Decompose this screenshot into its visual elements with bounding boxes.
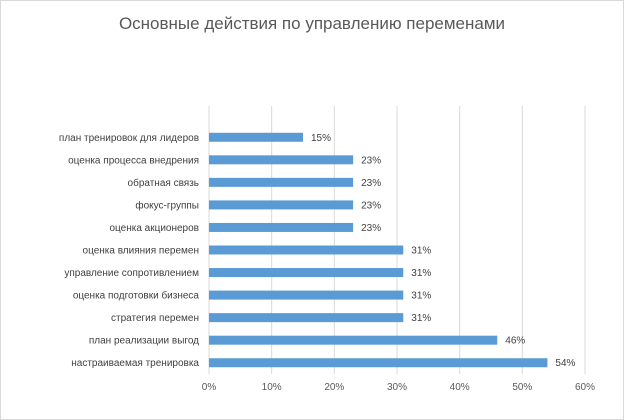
- category-label: стратегия перемен: [111, 313, 199, 324]
- category-label: настраиваемая тренировка: [71, 358, 199, 369]
- data-label: 31%: [411, 291, 431, 302]
- x-tick-label: 10%: [262, 382, 282, 393]
- category-label: управление сопротивлением: [64, 268, 199, 279]
- category-label: оценка подготовки бизнеса: [73, 290, 200, 302]
- bar: [209, 358, 548, 368]
- category-label: фокус-группы: [135, 199, 199, 211]
- bar: [209, 290, 404, 300]
- data-label: 54%: [555, 358, 575, 369]
- data-label: 23%: [361, 200, 381, 211]
- bar: [209, 313, 404, 323]
- data-label: 23%: [361, 178, 381, 189]
- bar: [209, 335, 498, 345]
- bar: [209, 222, 354, 232]
- x-tick-label: 30%: [387, 382, 407, 393]
- category-label: обратная связь: [128, 177, 199, 189]
- x-tick-label: 20%: [324, 382, 344, 393]
- chart-title: Основные действия по управлению перемена…: [118, 14, 506, 33]
- x-tick-label: 40%: [450, 382, 470, 393]
- category-label: оценка акционеров: [109, 223, 199, 234]
- category-label: план тренировок для лидеров: [59, 133, 199, 144]
- bar: [209, 268, 404, 278]
- bar: [209, 155, 354, 165]
- bar: [209, 177, 354, 187]
- x-tick-label: 60%: [575, 382, 595, 393]
- bar: [209, 245, 404, 255]
- gridlines: [208, 106, 586, 374]
- data-label: 15%: [311, 133, 331, 144]
- x-tick-label: 50%: [512, 382, 532, 393]
- bar: [209, 200, 354, 210]
- category-label: оценка влияния перемен: [83, 246, 199, 257]
- data-label: 31%: [411, 268, 431, 279]
- labels: 0% 10% 20% 30% 40% 50% 60% план тренировок для …: [59, 133, 595, 393]
- data-label: 23%: [361, 155, 381, 166]
- data-label: 23%: [361, 223, 381, 234]
- category-label: оценка процесса внедрения: [68, 155, 199, 166]
- data-label: 31%: [411, 246, 431, 257]
- x-tick-label: 0%: [202, 382, 217, 393]
- bar: [209, 132, 303, 142]
- category-label: план реализации выгод: [89, 336, 199, 347]
- bars: [209, 132, 548, 368]
- data-label: 46%: [505, 336, 525, 347]
- data-label: 31%: [411, 313, 431, 324]
